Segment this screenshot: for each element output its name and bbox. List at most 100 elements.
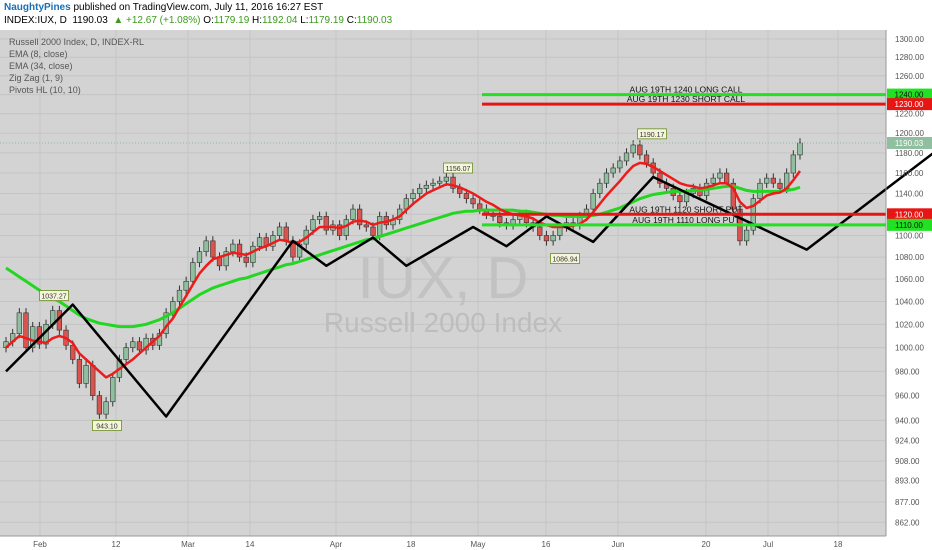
change-value: +12.67 (+1.08%) bbox=[126, 15, 201, 26]
y-tick-label: 893.00 bbox=[895, 477, 920, 486]
pivot-box bbox=[443, 162, 473, 174]
candle-body bbox=[430, 182, 436, 186]
candle-body bbox=[437, 180, 443, 184]
candle-body bbox=[296, 243, 303, 258]
y-tick-label: 908.00 bbox=[895, 457, 920, 466]
y-tick-label: 1220.00 bbox=[895, 110, 924, 119]
candle-body bbox=[630, 144, 636, 154]
high-value: 1192.04 bbox=[262, 15, 298, 26]
candle-body bbox=[597, 182, 603, 194]
level-price-tag bbox=[887, 208, 932, 221]
candle-body bbox=[223, 251, 229, 267]
pivot-label: 1190.17 bbox=[640, 132, 665, 139]
symbol-label: INDEX:IUX, D bbox=[4, 15, 67, 26]
open-value: 1179.19 bbox=[213, 15, 250, 26]
candle-body bbox=[603, 172, 610, 184]
candle-body bbox=[210, 240, 216, 258]
candle-body bbox=[336, 224, 343, 236]
candle-body bbox=[557, 226, 563, 236]
high-label: H: bbox=[252, 15, 263, 26]
candle-body bbox=[370, 226, 376, 236]
x-tick-label: 14 bbox=[246, 540, 255, 549]
candle-body bbox=[717, 172, 723, 179]
level-price-tag-label: 1120.00 bbox=[895, 210, 924, 219]
published-text: published on TradingView.com, July 11, 2… bbox=[73, 2, 324, 13]
y-tick-label: 1300.00 bbox=[895, 35, 924, 44]
legend-item: EMA (8, close) bbox=[9, 49, 68, 59]
ema8-line bbox=[5, 161, 802, 379]
level-price-tag-label: 1230.00 bbox=[895, 100, 924, 109]
ohlc-line: INDEX:IUX, D 1190.03 ▲ +12.67 (+1.08%) O… bbox=[4, 15, 392, 27]
candle-body bbox=[777, 182, 783, 189]
candle-body bbox=[190, 262, 196, 282]
candle-body bbox=[196, 251, 203, 263]
candle-body bbox=[110, 377, 116, 403]
y-tick-label: 1060.00 bbox=[895, 275, 924, 284]
indicator-lines bbox=[0, 142, 932, 418]
last-price: 1190.03 bbox=[72, 15, 108, 26]
close-label: C: bbox=[346, 15, 357, 26]
x-tick-label: 18 bbox=[834, 540, 843, 549]
grid-lines bbox=[0, 30, 886, 536]
x-tick-label: May bbox=[470, 540, 485, 549]
x-tick-label: Apr bbox=[330, 540, 343, 549]
x-tick-label: 18 bbox=[407, 540, 416, 549]
pivot-label: 1086.94 bbox=[552, 257, 577, 264]
option-level-label: AUG 19TH 1230 SHORT CALL bbox=[627, 94, 746, 104]
y-tick-label: 1200.00 bbox=[895, 129, 924, 138]
candle-body bbox=[90, 365, 96, 396]
candle-body bbox=[356, 208, 363, 226]
pivot-box bbox=[637, 128, 667, 140]
candle-body bbox=[243, 256, 249, 263]
price-chart[interactable]: IUX, D Russell 2000 Index AUG 19TH 1240 … bbox=[0, 30, 932, 550]
candle-body bbox=[477, 203, 483, 210]
legend-item: EMA (34, close) bbox=[9, 61, 73, 71]
y-tick-label: 960.00 bbox=[895, 392, 920, 401]
x-tick-label: Feb bbox=[33, 540, 47, 549]
change-up-icon: ▲ bbox=[113, 15, 124, 26]
close-value: 1190.03 bbox=[356, 15, 393, 26]
time-axis-background bbox=[0, 536, 932, 550]
candle-body bbox=[276, 226, 283, 236]
y-tick-label: 940.00 bbox=[895, 416, 920, 425]
candle-body bbox=[136, 341, 143, 351]
legend-item: Pivots HL (10, 10) bbox=[9, 85, 81, 95]
candle-body bbox=[463, 193, 470, 199]
candle-body bbox=[256, 237, 263, 247]
pivot-box bbox=[550, 253, 580, 264]
axes: 1300.00 1280.00 1260.00 1240.00 1220.00 1200.… bbox=[0, 30, 932, 549]
candle-body bbox=[497, 216, 503, 224]
candle-body bbox=[16, 312, 22, 334]
candle-body bbox=[377, 216, 383, 236]
author-link[interactable]: NaughtyPines bbox=[4, 2, 71, 13]
candle-body bbox=[130, 341, 136, 348]
candle-body bbox=[236, 243, 243, 258]
option-level-label: AUG 19TH 1120 SHORT PUT bbox=[629, 204, 742, 214]
option-level-label: AUG 19TH 1110 LONG PUT bbox=[632, 215, 739, 225]
pivot-box bbox=[39, 290, 69, 301]
candle-body bbox=[176, 289, 183, 302]
y-tick-label: 1040.00 bbox=[895, 297, 924, 306]
candle-body bbox=[743, 229, 750, 242]
candle-body bbox=[643, 154, 650, 164]
y-tick-label: 1020.00 bbox=[895, 320, 924, 329]
y-tick-label: 1000.00 bbox=[895, 344, 924, 353]
candle-body bbox=[203, 240, 209, 252]
y-tick-label: 980.00 bbox=[895, 367, 920, 376]
candle-body bbox=[23, 312, 29, 348]
candle-body bbox=[617, 160, 623, 169]
candle-body bbox=[764, 177, 770, 184]
candle-body bbox=[543, 235, 550, 242]
candle-body bbox=[637, 144, 643, 156]
candle-body bbox=[230, 243, 236, 252]
pivot-label: 1156.07 bbox=[446, 166, 471, 173]
candle-body bbox=[623, 152, 630, 162]
candle-body bbox=[537, 226, 543, 236]
low-label: L: bbox=[300, 15, 309, 26]
ema34-line bbox=[5, 184, 801, 329]
price-axis-background bbox=[886, 30, 932, 536]
y-tick-label: 1160.00 bbox=[895, 169, 924, 178]
last-price-tag bbox=[887, 136, 932, 149]
level-price-tag bbox=[887, 98, 932, 111]
y-tick-label: 1140.00 bbox=[895, 189, 924, 198]
